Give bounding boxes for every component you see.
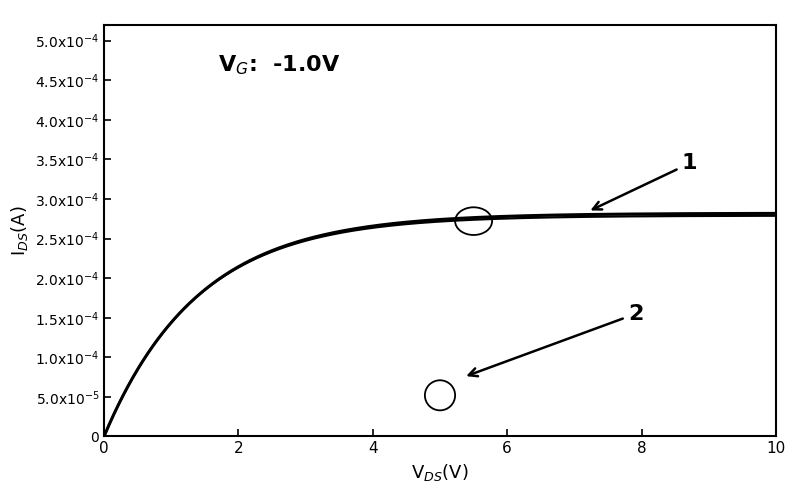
- Text: 2: 2: [469, 304, 643, 376]
- Text: 1: 1: [593, 153, 698, 209]
- Y-axis label: I$_{DS}$(A): I$_{DS}$(A): [9, 205, 30, 256]
- X-axis label: V$_{DS}$(V): V$_{DS}$(V): [411, 462, 469, 483]
- Text: V$_G$:  -1.0V: V$_G$: -1.0V: [218, 54, 341, 77]
